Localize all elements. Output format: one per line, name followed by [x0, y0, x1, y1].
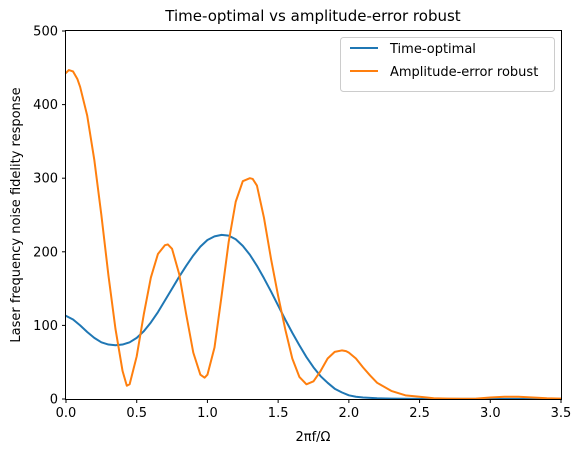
legend: Time-optimal Amplitude-error robust	[340, 37, 555, 92]
plot-frame	[65, 30, 562, 400]
x-axis: 0.0 0.5 1.0 1.5 2.0 2.5 3.0 3.5	[56, 399, 572, 421]
chart-title: Time-optimal vs amplitude-error robust	[164, 7, 460, 25]
legend-label-time-optimal: Time-optimal	[389, 42, 476, 57]
plot-lines	[65, 69, 562, 400]
y-tick-label: 0	[50, 393, 58, 408]
series-line-amplitude-error-robust	[65, 69, 562, 400]
series-line-time-optimal	[65, 233, 562, 400]
x-tick-label: 3.5	[551, 406, 572, 421]
y-axis: 0 100 200 300 400 500	[33, 25, 66, 408]
x-tick-label: 0.0	[56, 406, 77, 421]
y-tick-label: 100	[33, 319, 58, 334]
y-tick-label: 300	[33, 172, 58, 187]
x-tick-label: 2.0	[339, 406, 360, 421]
x-tick-label: 0.5	[126, 406, 147, 421]
x-axis-label: 2πf/Ω	[296, 430, 331, 445]
y-tick-label: 200	[33, 245, 58, 260]
y-tick-label: 500	[33, 25, 58, 40]
y-axis-label: Laser frequency noise fidelity response	[9, 87, 24, 342]
x-tick-label: 1.5	[268, 406, 289, 421]
x-tick-label: 2.5	[409, 406, 430, 421]
legend-label-amplitude-error-robust: Amplitude-error robust	[390, 65, 538, 80]
legend-box	[340, 37, 555, 92]
x-tick-label: 1.0	[197, 406, 218, 421]
y-tick-label: 400	[33, 98, 58, 113]
x-tick-label: 3.0	[480, 406, 501, 421]
